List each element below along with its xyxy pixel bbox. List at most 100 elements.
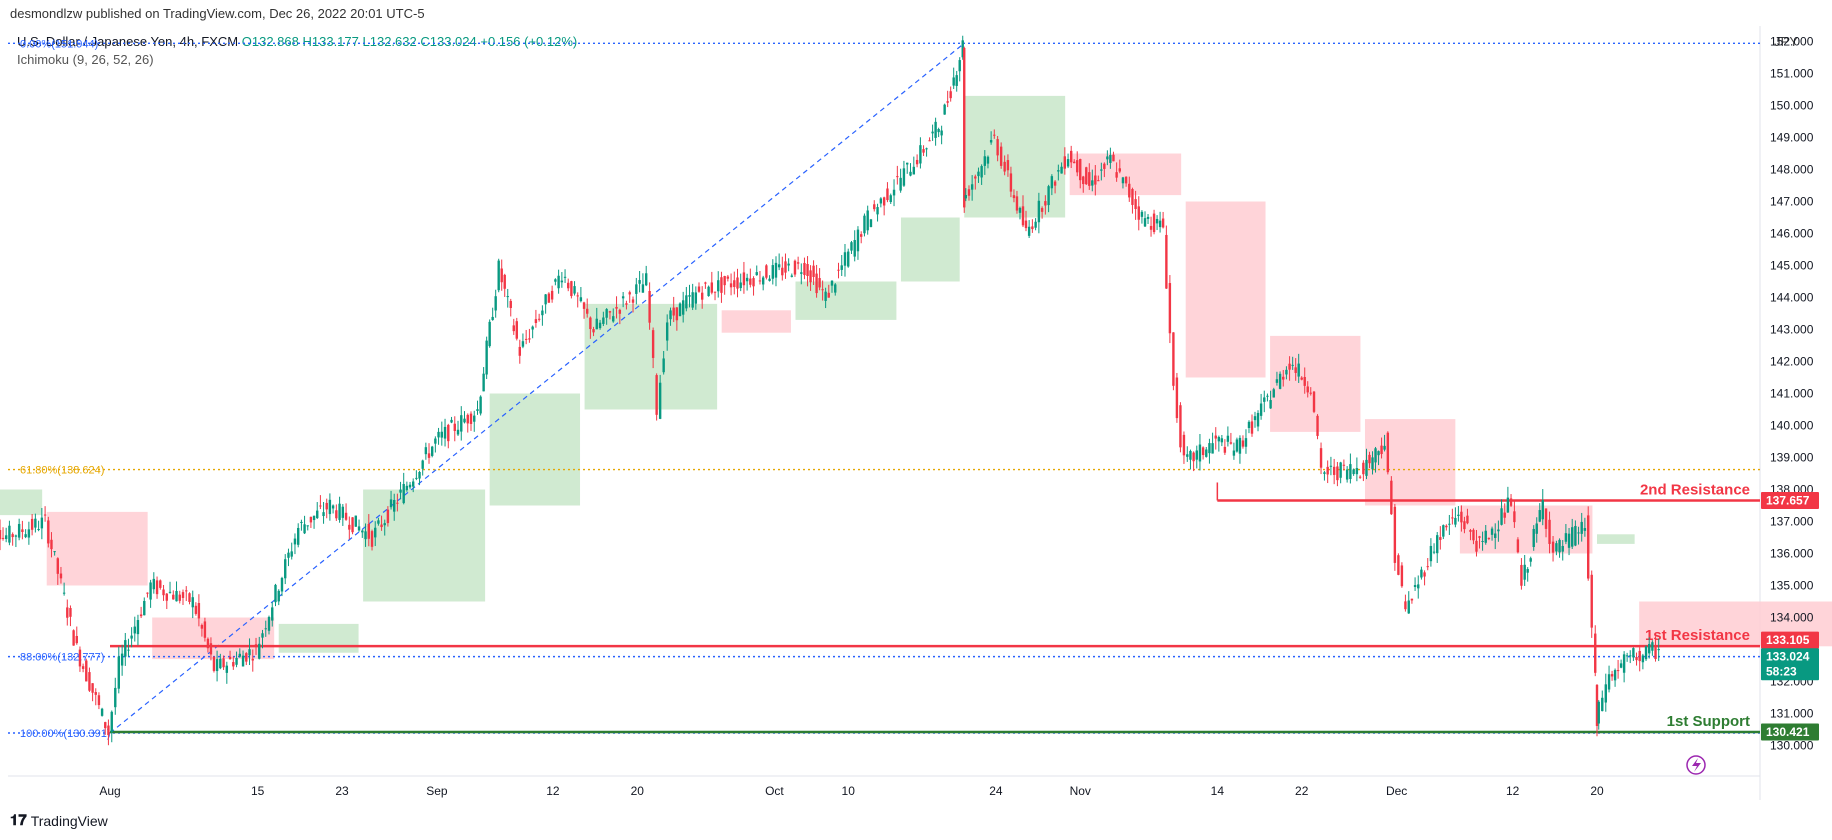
lightning-icon[interactable] xyxy=(1686,755,1706,775)
candle-body xyxy=(1214,435,1217,439)
candle-body xyxy=(1475,540,1478,552)
candle-body xyxy=(261,633,264,638)
candle-body xyxy=(537,318,541,320)
support-resistance-levels[interactable]: 2nd Resistance 1st Resistance 1st Support xyxy=(110,481,1760,734)
candle-body xyxy=(178,594,181,601)
candle-body xyxy=(986,156,990,164)
candle-body xyxy=(456,429,460,435)
candle-body xyxy=(1616,670,1620,672)
candle-body xyxy=(1309,392,1312,394)
candle-body xyxy=(1161,218,1165,228)
candle-body xyxy=(30,518,34,530)
candle-body xyxy=(1466,515,1469,524)
candle-body xyxy=(348,524,351,530)
candle-body xyxy=(258,643,261,659)
candle-body xyxy=(114,687,117,708)
candle-body xyxy=(922,149,925,153)
candle-body xyxy=(1088,172,1091,186)
candle-body xyxy=(850,242,853,251)
candle-body xyxy=(1413,585,1417,587)
candle-body xyxy=(934,121,937,138)
candle-body xyxy=(967,189,971,196)
candle-body xyxy=(1253,416,1257,421)
footer-brand[interactable]: 𝟏𝟕 TradingView xyxy=(10,812,108,829)
candle-body xyxy=(1506,497,1510,513)
candle-body xyxy=(1523,564,1526,580)
candle-body xyxy=(1607,674,1611,690)
candle-body xyxy=(434,438,437,444)
candle-body xyxy=(1481,540,1484,542)
candle-body xyxy=(1140,211,1144,217)
candle-body xyxy=(1094,175,1097,185)
candle-body xyxy=(723,276,726,286)
candle-body xyxy=(1103,163,1106,169)
candle-body xyxy=(4,535,8,540)
candle-body xyxy=(506,296,509,298)
candle-body xyxy=(325,502,328,510)
candle-body xyxy=(1172,332,1175,386)
candle-body xyxy=(1226,435,1230,442)
candle-body xyxy=(641,284,645,293)
candle-body xyxy=(1529,558,1532,562)
candle-body xyxy=(1027,226,1031,236)
fib-level-label: 0.00%(151.944) xyxy=(20,38,98,50)
candle-body xyxy=(1070,150,1073,163)
candle-body xyxy=(1377,451,1380,456)
candle-body xyxy=(1571,527,1574,547)
price-chart[interactable]: 0.00%(151.944) 61.80%(138.624) 88.00%(132.… xyxy=(0,0,1832,800)
candle-body xyxy=(1500,508,1503,525)
candle-body xyxy=(402,483,405,504)
candle-body xyxy=(787,263,790,266)
candle-body xyxy=(860,234,863,237)
ohlc-high: H133.177 xyxy=(302,34,359,49)
candle-body xyxy=(104,722,107,729)
candle-body xyxy=(1323,472,1326,474)
candle-body xyxy=(1316,415,1319,436)
candle-body xyxy=(1629,655,1632,657)
x-tick-label: Nov xyxy=(1070,784,1091,798)
candle-body xyxy=(485,340,488,375)
price-series xyxy=(0,35,1660,746)
candle-body xyxy=(97,695,101,706)
candle-body xyxy=(1551,541,1555,553)
candle-body xyxy=(608,311,612,313)
time-axis[interactable]: Aug1523Sep1220Oct1024Nov1422Dec122020 xyxy=(99,784,1832,798)
candle-body xyxy=(107,725,110,736)
candle-body xyxy=(1426,566,1429,568)
last-price-tag-bg xyxy=(1761,648,1819,681)
candle-body xyxy=(876,207,879,215)
indicator-label[interactable]: Ichimoku (9, 26, 52, 26) xyxy=(17,52,154,67)
price-axis[interactable]: 130.000131.000132.000133.000134.000135.0… xyxy=(1770,35,1814,753)
cloud-segment xyxy=(1185,201,1266,378)
candle-body xyxy=(248,649,251,656)
level-tag-bg xyxy=(1761,491,1819,509)
candle-body xyxy=(818,278,821,288)
candle-body xyxy=(993,134,996,136)
candle-body xyxy=(1594,633,1597,673)
y-tick-label: 149.000 xyxy=(1770,131,1814,145)
candle-body xyxy=(688,295,691,297)
candle-body xyxy=(322,512,325,517)
candle-body xyxy=(1175,377,1179,419)
candle-body xyxy=(466,414,469,424)
candle-body xyxy=(238,653,241,657)
candle-body xyxy=(739,282,742,289)
candle-body xyxy=(222,658,225,668)
candle-body xyxy=(1285,369,1288,375)
candle-body xyxy=(605,309,608,318)
candle-body xyxy=(251,658,254,661)
candle-body xyxy=(963,47,966,208)
candle-body xyxy=(110,711,113,733)
x-tick-label: Aug xyxy=(99,784,120,798)
candle-body xyxy=(1118,168,1121,172)
candle-body xyxy=(1494,533,1497,538)
candle-body xyxy=(1429,545,1433,562)
candle-body xyxy=(1535,523,1538,534)
candle-body xyxy=(544,294,547,305)
candle-body xyxy=(21,529,24,533)
candle-body xyxy=(1003,161,1006,172)
candle-body xyxy=(287,552,290,558)
candle-body xyxy=(1407,600,1410,614)
candle-body xyxy=(72,630,75,646)
candle-body xyxy=(830,280,834,286)
